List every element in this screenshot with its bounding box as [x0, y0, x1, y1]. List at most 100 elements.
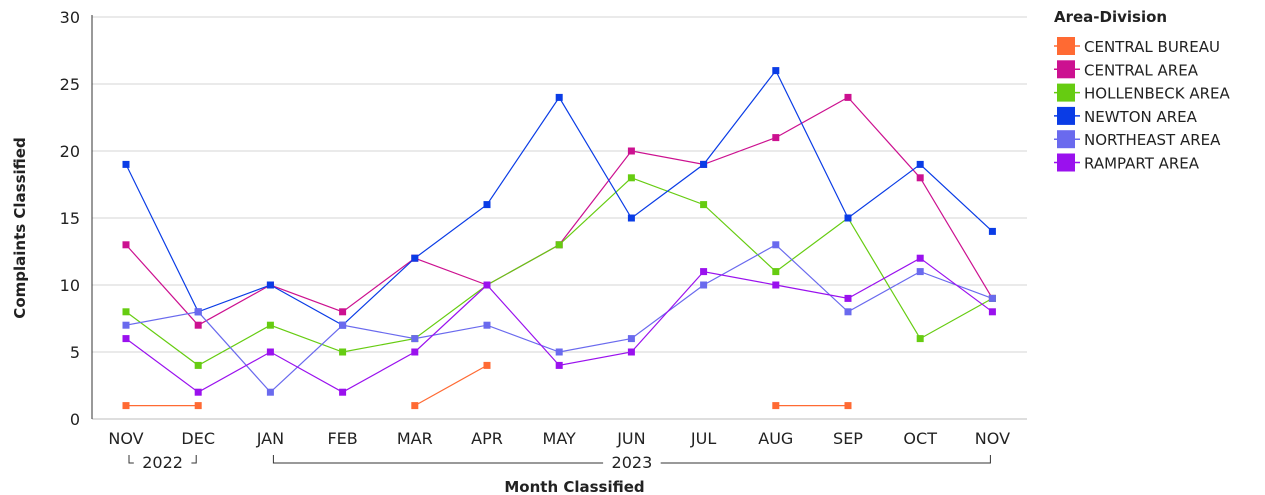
data-point-newton-area[interactable]: [555, 93, 563, 101]
data-point-central-area[interactable]: [772, 134, 780, 142]
legend-swatch: [1057, 106, 1075, 125]
data-point-central-bureau[interactable]: [194, 402, 202, 410]
data-point-rampart-area[interactable]: [627, 348, 635, 356]
data-point-northeast-area[interactable]: [916, 268, 924, 276]
legend-item-central-bureau[interactable]: CENTRAL BUREAU: [1054, 37, 1220, 56]
data-point-hollenbeck-area[interactable]: [555, 241, 563, 249]
x-tick-label: MAR: [397, 429, 433, 448]
data-point-newton-area[interactable]: [266, 281, 274, 289]
data-point-central-bureau[interactable]: [483, 361, 491, 369]
data-point-hollenbeck-area[interactable]: [339, 348, 347, 356]
data-point-newton-area[interactable]: [411, 254, 419, 262]
legend[interactable]: Area-Division CENTRAL BUREAU CENTRAL AREA…: [1054, 8, 1231, 173]
data-point-northeast-area[interactable]: [627, 335, 635, 343]
x-tick-label: NOV: [108, 429, 143, 448]
legend-item-northeast-area[interactable]: NORTHEAST AREA: [1054, 130, 1221, 149]
data-point-newton-area[interactable]: [700, 160, 708, 168]
legend-swatch: [1057, 83, 1075, 102]
x-tick-label: JUL: [690, 429, 716, 448]
legend-swatch: [1057, 37, 1075, 55]
series-line-rampart-area: [125, 257, 993, 393]
year-label: 2022: [142, 453, 183, 472]
y-tick-label: 30: [60, 8, 80, 27]
data-point-newton-area[interactable]: [844, 214, 852, 222]
data-point-northeast-area[interactable]: [772, 241, 780, 249]
legend-item-hollenbeck-area[interactable]: HOLLENBECK AREA: [1054, 83, 1231, 103]
data-point-rampart-area[interactable]: [772, 281, 780, 289]
x-tick-label: SEP: [833, 429, 863, 448]
series-line-central-bureau: [414, 364, 488, 407]
data-point-hollenbeck-area[interactable]: [700, 201, 708, 209]
data-point-northeast-area[interactable]: [483, 321, 491, 329]
data-point-newton-area[interactable]: [916, 160, 924, 168]
data-point-newton-area[interactable]: [627, 214, 635, 222]
data-point-central-area[interactable]: [194, 321, 202, 329]
data-point-rampart-area[interactable]: [988, 308, 996, 316]
series-line-newton-area: [125, 69, 993, 326]
data-point-northeast-area[interactable]: [700, 281, 708, 289]
legend-item-rampart-area[interactable]: RAMPART AREA: [1054, 153, 1200, 173]
data-point-rampart-area[interactable]: [266, 348, 274, 356]
year-groups: 2022 2023: [128, 453, 991, 472]
x-tick-label: APR: [471, 429, 503, 448]
data-point-rampart-area[interactable]: [555, 361, 563, 369]
data-point-central-area[interactable]: [627, 147, 635, 155]
x-tick-label: NOV: [975, 429, 1010, 448]
data-point-rampart-area[interactable]: [916, 254, 924, 262]
data-point-hollenbeck-area[interactable]: [266, 321, 274, 329]
legend-item-newton-area[interactable]: NEWTON AREA: [1054, 106, 1198, 126]
x-tick-label: JUN: [616, 429, 645, 448]
data-point-northeast-area[interactable]: [988, 294, 996, 302]
data-point-newton-area[interactable]: [988, 227, 996, 235]
data-point-rampart-area[interactable]: [339, 388, 347, 396]
data-point-northeast-area[interactable]: [122, 321, 130, 329]
data-point-northeast-area[interactable]: [411, 335, 419, 343]
y-tick-label: 20: [60, 142, 80, 161]
data-point-central-area[interactable]: [339, 308, 347, 316]
data-point-rampart-area[interactable]: [844, 294, 852, 302]
data-point-rampart-area[interactable]: [194, 388, 202, 396]
data-point-northeast-area[interactable]: [194, 308, 202, 316]
data-point-rampart-area[interactable]: [411, 348, 419, 356]
data-point-northeast-area[interactable]: [844, 308, 852, 316]
data-point-central-area[interactable]: [844, 93, 852, 101]
data-point-central-area[interactable]: [122, 241, 130, 249]
legend-label: RAMPART AREA: [1084, 155, 1200, 173]
y-tick-label: 25: [60, 75, 80, 94]
data-point-central-bureau[interactable]: [772, 402, 780, 410]
legend-label: NEWTON AREA: [1084, 108, 1198, 126]
legend-swatch: [1057, 60, 1075, 79]
data-point-rampart-area[interactable]: [700, 268, 708, 276]
data-point-rampart-area[interactable]: [483, 281, 491, 289]
x-tick-label: OCT: [903, 429, 937, 448]
data-point-hollenbeck-area[interactable]: [772, 268, 780, 276]
series-markers: [122, 67, 996, 410]
x-axis-title: Month Classified: [504, 478, 644, 495]
legend-swatch: [1057, 130, 1075, 149]
legend-title: Area-Division: [1054, 8, 1167, 26]
legend-label: CENTRAL BUREAU: [1084, 38, 1220, 56]
data-point-hollenbeck-area[interactable]: [122, 308, 130, 316]
data-point-newton-area[interactable]: [483, 201, 491, 209]
data-point-northeast-area[interactable]: [555, 348, 563, 356]
data-point-central-bureau[interactable]: [122, 402, 130, 410]
y-tick-label: 0: [70, 410, 80, 429]
legend-label: HOLLENBECK AREA: [1084, 85, 1231, 103]
x-axis-ticks: NOV DEC JAN FEB MAR APR MAY JUN JUL AUG SEP OCT NOV: [108, 429, 1010, 448]
data-point-hollenbeck-area[interactable]: [916, 335, 924, 343]
data-point-hollenbeck-area[interactable]: [194, 361, 202, 369]
data-point-newton-area[interactable]: [122, 160, 130, 168]
data-point-central-area[interactable]: [916, 174, 924, 182]
x-tick-label: AUG: [758, 429, 793, 448]
y-tick-label: 5: [70, 343, 80, 362]
data-point-northeast-area[interactable]: [266, 388, 274, 396]
y-tick-label: 15: [60, 209, 80, 228]
data-point-rampart-area[interactable]: [122, 335, 130, 343]
data-point-central-bureau[interactable]: [411, 402, 419, 410]
data-point-northeast-area[interactable]: [339, 321, 347, 329]
data-point-newton-area[interactable]: [772, 67, 780, 75]
data-point-hollenbeck-area[interactable]: [627, 174, 635, 182]
legend-item-central-area[interactable]: CENTRAL AREA: [1054, 60, 1199, 79]
data-point-central-bureau[interactable]: [844, 402, 852, 410]
